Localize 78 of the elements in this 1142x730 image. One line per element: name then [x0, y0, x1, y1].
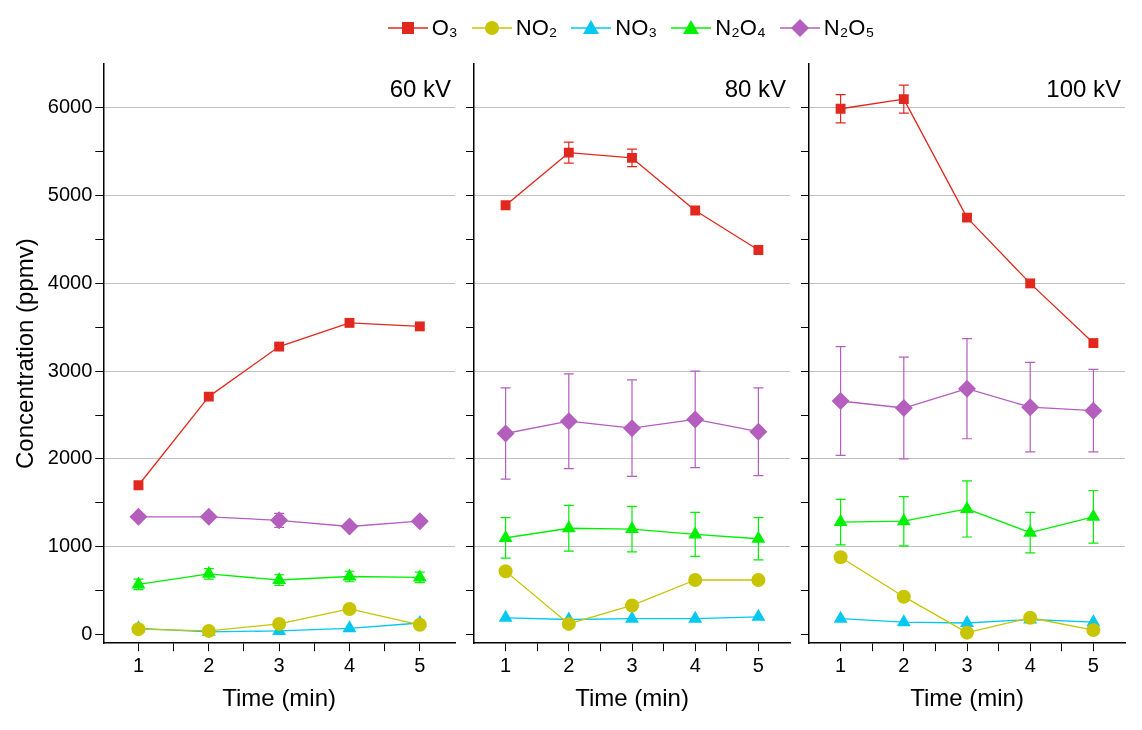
point [896, 614, 911, 627]
x-axis-title: Time (min) [910, 684, 1024, 712]
point [340, 517, 359, 536]
point [690, 205, 701, 216]
point [751, 530, 766, 543]
x-tick-label: 3 [273, 653, 285, 676]
x-tick-label: 1 [500, 653, 512, 676]
point [344, 317, 355, 328]
y-tick-label: 1000 [47, 534, 93, 557]
y-tick-label: 4000 [47, 270, 93, 293]
point [835, 103, 846, 114]
point [962, 212, 972, 223]
legend-label: O₃ [431, 15, 458, 41]
point [1086, 623, 1101, 638]
x-tick-label: 4 [689, 653, 701, 676]
x-axis-title: Time (min) [575, 684, 689, 712]
x-tick-label: 3 [626, 653, 638, 676]
point [833, 610, 848, 623]
point [498, 564, 513, 579]
point [751, 573, 766, 588]
y-tick-label: 3000 [47, 358, 93, 381]
point [896, 589, 911, 604]
y-tick-label: 2000 [47, 446, 93, 469]
legend-label: NO₃ [615, 15, 658, 41]
point [412, 617, 427, 632]
point [561, 616, 576, 631]
point [833, 550, 848, 565]
point [131, 622, 146, 637]
point [500, 200, 511, 211]
point [563, 147, 574, 158]
x-tick-label: 2 [898, 653, 910, 676]
y-tick-label: 5000 [47, 183, 93, 206]
point [625, 598, 639, 613]
point [1025, 278, 1036, 289]
point [625, 610, 639, 623]
point [496, 424, 515, 443]
point [270, 511, 289, 530]
x-tick-label: 5 [1087, 653, 1099, 676]
point [203, 391, 214, 402]
point [129, 507, 148, 526]
text: 60 kV [389, 74, 451, 102]
point [688, 573, 703, 588]
point [960, 625, 974, 640]
point [414, 321, 425, 332]
y-tick-label: 0 [81, 621, 93, 644]
text: 80 kV [724, 74, 786, 102]
point [272, 616, 287, 631]
x-tick-label: 4 [1024, 653, 1036, 676]
x-tick-label: 2 [203, 653, 215, 676]
y-tick-label: 6000 [47, 95, 93, 118]
text: 100 kV [1046, 74, 1121, 102]
legend-label: N₂O₄ [715, 15, 766, 41]
point [960, 615, 974, 628]
x-tick-label: 5 [752, 653, 764, 676]
point [1023, 524, 1038, 537]
x-tick-label: 2 [563, 653, 575, 676]
x-tick-label: 1 [132, 653, 145, 676]
point [751, 608, 766, 621]
point [410, 512, 429, 531]
legend-label: NO₂ [515, 15, 558, 41]
point [898, 94, 909, 105]
x-tick-label: 4 [343, 653, 356, 676]
point [686, 410, 705, 429]
x-axis-title: Time (min) [222, 684, 337, 712]
point [1088, 338, 1099, 349]
point [498, 609, 513, 622]
legend-label: N₂O₅ [823, 15, 875, 41]
point [274, 341, 285, 352]
x-tick-label: 1 [835, 653, 847, 676]
y-axis-title: Concentration (ppmv) [11, 238, 39, 469]
point [688, 610, 703, 623]
point [753, 245, 764, 255]
point [133, 480, 144, 491]
point [342, 620, 357, 633]
point [199, 507, 218, 526]
point [342, 601, 357, 616]
x-tick-label: 3 [961, 653, 973, 676]
x-tick-label: 5 [414, 653, 426, 676]
